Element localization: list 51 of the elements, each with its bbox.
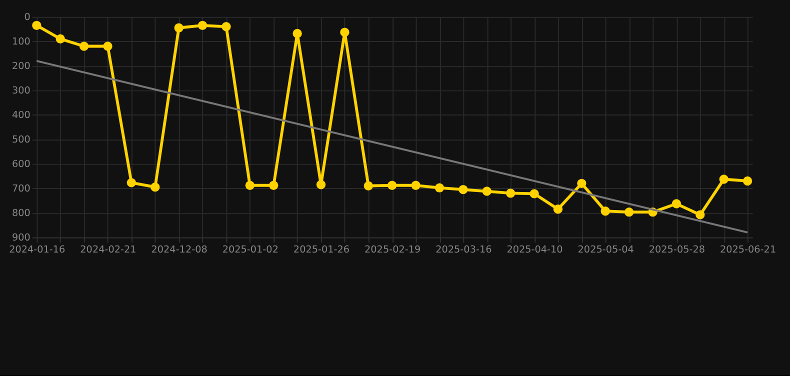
x-tick-label: 2024-01-16 xyxy=(9,244,66,256)
point xyxy=(316,180,326,190)
point xyxy=(696,210,705,220)
point xyxy=(340,28,350,37)
point xyxy=(150,182,160,192)
y-tick-label: 0 xyxy=(24,12,30,24)
point xyxy=(506,188,516,198)
y-tick-label: 400 xyxy=(12,110,30,122)
point xyxy=(553,204,563,214)
point xyxy=(364,181,373,190)
x-tick-label: 2024-02-21 xyxy=(80,244,136,256)
x-tick-label: 2025-06-21 xyxy=(720,244,776,256)
point xyxy=(530,189,539,198)
point xyxy=(482,186,492,196)
point xyxy=(458,184,468,194)
point xyxy=(719,174,728,184)
x-tick-label: 2025-02-19 xyxy=(364,244,421,256)
point xyxy=(434,183,444,192)
x-tick-label: 2025-04-10 xyxy=(506,244,563,256)
y-tick-label: 300 xyxy=(12,86,30,97)
point xyxy=(672,199,682,208)
y-tick-label: 200 xyxy=(12,61,30,72)
point xyxy=(624,208,634,217)
point xyxy=(269,180,278,190)
x-tick-label: 2025-05-28 xyxy=(648,244,706,256)
point xyxy=(56,34,65,44)
point xyxy=(79,42,89,51)
point xyxy=(411,180,420,190)
x-tick-label: 2025-01-26 xyxy=(293,244,350,256)
y-tick-label: 600 xyxy=(12,159,30,170)
point xyxy=(126,178,136,188)
y-tick-label: 700 xyxy=(12,184,30,195)
point xyxy=(198,20,208,30)
point xyxy=(245,180,255,190)
point xyxy=(577,178,586,188)
point xyxy=(742,176,752,186)
x-tick-label: 2025-03-16 xyxy=(436,244,492,256)
point xyxy=(388,180,397,190)
point xyxy=(32,20,42,30)
point xyxy=(222,22,231,32)
point xyxy=(292,28,302,38)
point xyxy=(174,23,184,32)
point xyxy=(600,206,610,216)
y-tick-label: 100 xyxy=(12,36,30,48)
point xyxy=(103,42,112,51)
y-tick-label: 800 xyxy=(12,208,30,220)
x-tick-label: 2025-01-02 xyxy=(222,244,278,256)
x-tick-label: 2024-12-08 xyxy=(151,244,208,256)
x-tick-label: 2025-05-04 xyxy=(578,244,634,256)
y-tick-label: 500 xyxy=(12,134,30,146)
y-tick-label: 900 xyxy=(12,232,30,244)
